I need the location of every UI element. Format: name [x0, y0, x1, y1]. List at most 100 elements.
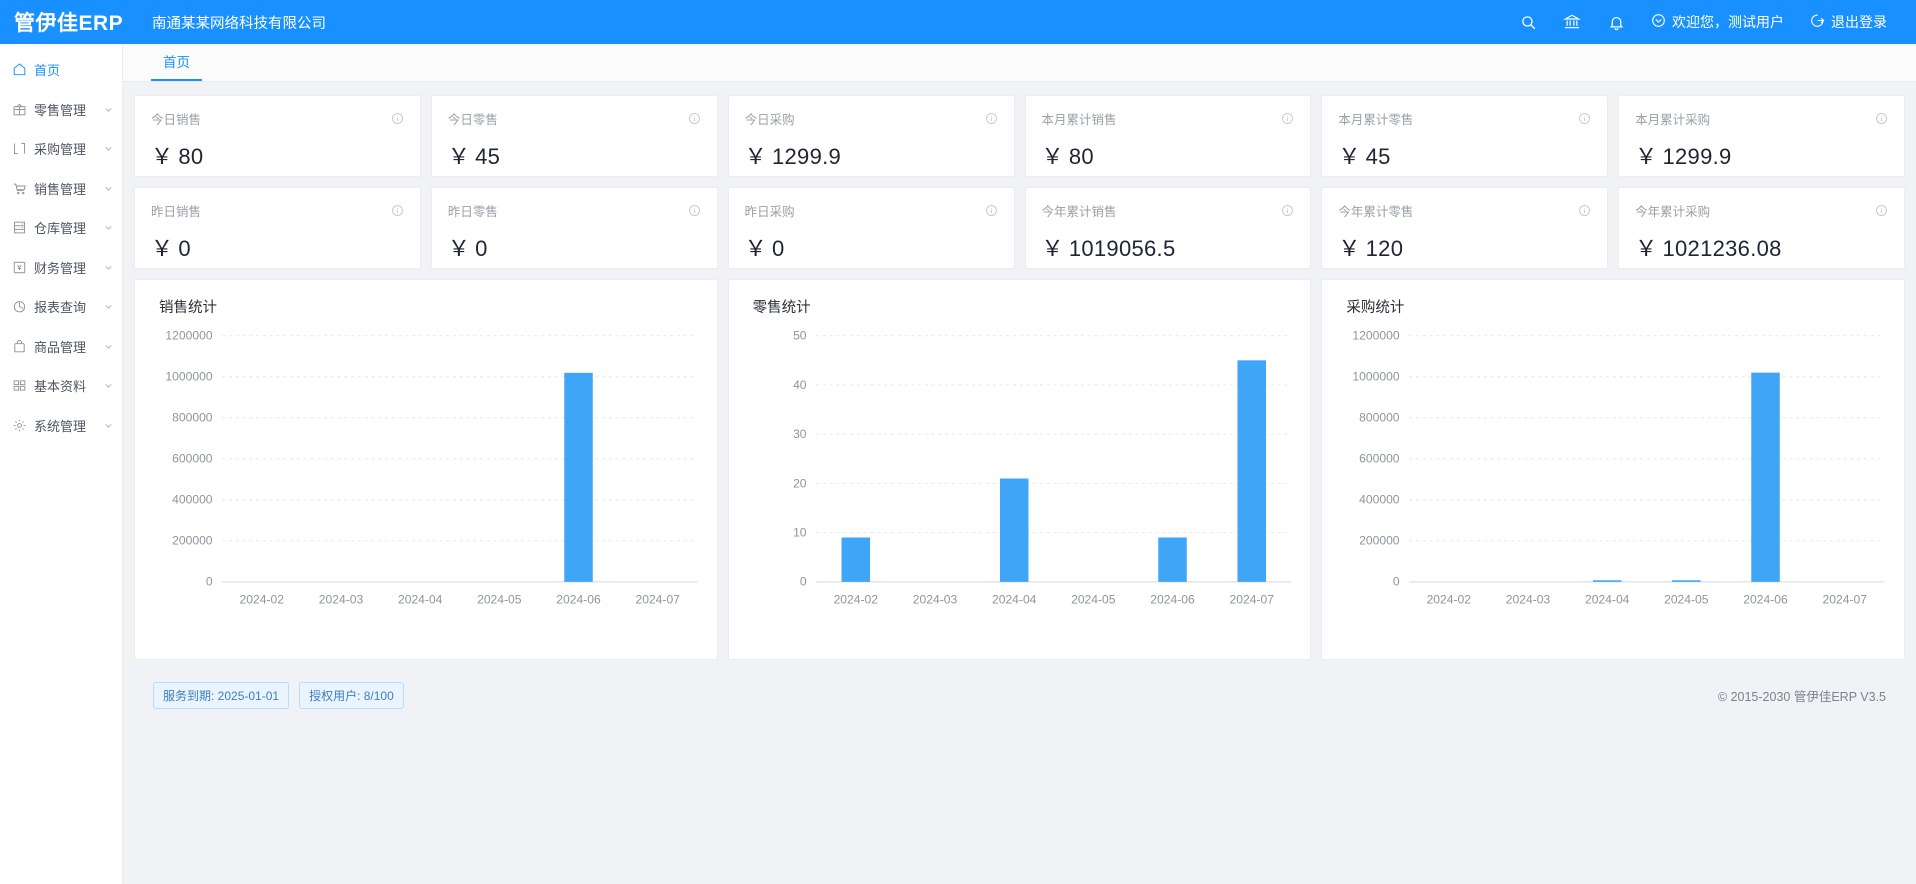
chevron-down-icon[interactable] — [103, 380, 114, 391]
info-icon[interactable] — [1875, 204, 1888, 217]
chevron-down-icon[interactable] — [103, 143, 114, 154]
logout-button[interactable]: 退出登录 — [1797, 0, 1900, 44]
chevron-down-icon[interactable] — [103, 104, 114, 115]
sidebar-item-label: 商品管理 — [34, 339, 87, 355]
brand-logo[interactable]: 管伊佳ERP — [14, 12, 124, 35]
sidebar-item-label: 基本资料 — [34, 379, 87, 395]
y-tick-label: 600000 — [172, 452, 213, 466]
y-tick-label: 0 — [206, 575, 213, 589]
header-actions: 欢迎您，测试用户 退出登录 — [1506, 0, 1916, 44]
bar[interactable] — [564, 372, 593, 582]
info-icon[interactable] — [1281, 204, 1294, 217]
bar[interactable] — [841, 537, 870, 582]
y-tick-label: 10 — [793, 525, 807, 539]
stat-amount: 80 — [1068, 144, 1094, 169]
stat-card-value: ￥ 45 — [1338, 139, 1591, 171]
y-tick-label: 400000 — [172, 493, 213, 507]
stat-card-value: ￥ 0 — [448, 231, 701, 263]
stat-card-value: ￥ 120 — [1338, 231, 1591, 263]
sidebar-item-2[interactable]: 采购管理 — [0, 129, 122, 169]
welcome-user[interactable]: 欢迎您，测试用户 — [1638, 0, 1797, 44]
sidebar-item-3[interactable]: 销售管理 — [0, 169, 122, 209]
stat-card-title: 今年累计销售 — [1041, 205, 1117, 219]
sidebar-item-4[interactable]: 仓库管理 — [0, 208, 122, 248]
logout-label: 退出登录 — [1831, 14, 1887, 30]
stat-card-head: 今日采购 — [745, 109, 998, 128]
stat-card-title: 本月累计零售 — [1338, 113, 1414, 127]
chart-plot-area: 0 200000 400000 600000 800000 1000000 1200000 2… — [1322, 324, 1904, 617]
sidebar-item-6[interactable]: 报表查询 — [0, 287, 122, 327]
stat-card-title: 今年累计零售 — [1338, 205, 1414, 219]
sidebar-item-7[interactable]: 商品管理 — [0, 327, 122, 367]
info-icon[interactable] — [688, 204, 701, 217]
sidebar-nav: 首页 零售管理 采购管理 销售管理 仓库管理 财务管理 报表查询商品管理基本资料系统管理 — [0, 44, 123, 884]
info-icon[interactable] — [985, 112, 998, 125]
company-name: 南通某某网络科技有限公司 — [152, 15, 326, 32]
chevron-down-icon[interactable] — [103, 341, 114, 352]
bell-icon[interactable] — [1594, 0, 1638, 44]
info-icon[interactable] — [1578, 204, 1591, 217]
y-tick-label: 1200000 — [165, 329, 212, 343]
gear-icon — [11, 418, 28, 433]
welcome-label: 欢迎您，测试用户 — [1672, 14, 1784, 30]
home-icon — [11, 62, 28, 77]
stat-amount: 45 — [1365, 144, 1391, 169]
cart-icon — [11, 181, 28, 196]
chevron-down-icon[interactable] — [103, 183, 114, 194]
currency-symbol: ￥ — [1635, 144, 1658, 169]
info-icon[interactable] — [1578, 112, 1591, 125]
x-tick-label: 2024-07 — [1823, 592, 1868, 606]
chart-title: 采购统计 — [1346, 300, 1405, 316]
info-icon[interactable] — [391, 112, 404, 125]
chevron-down-icon[interactable] — [103, 222, 114, 233]
bank-icon[interactable] — [1550, 0, 1594, 44]
sidebar-item-9[interactable]: 系统管理 — [0, 406, 122, 446]
y-tick-label: 30 — [793, 427, 807, 441]
stat-card-title: 本月累计销售 — [1041, 113, 1117, 127]
stat-card-value: ￥ 1299.9 — [1635, 139, 1888, 171]
logout-icon — [1810, 13, 1825, 31]
sidebar-item-8[interactable]: 基本资料 — [0, 366, 122, 406]
currency-symbol: ￥ — [744, 144, 767, 169]
info-icon[interactable] — [1875, 112, 1888, 125]
sidebar-item-5[interactable]: 财务管理 — [0, 248, 122, 288]
stat-card-head: 昨日销售 — [151, 201, 404, 220]
info-icon[interactable] — [1281, 112, 1294, 125]
chevron-down-icon[interactable] — [103, 262, 114, 273]
bar[interactable] — [1237, 360, 1266, 582]
stat-card-value: ￥ 1299.9 — [745, 139, 998, 171]
sidebar-item-0[interactable]: 首页 — [0, 50, 122, 90]
stat-card: 今年累计采购 ￥ 1021236.08 — [1618, 187, 1905, 269]
chart-plot-area: 0 10 20 30 40 50 2024-02 2024-03 2024-04 2024-05 2… — [729, 324, 1311, 617]
info-icon[interactable] — [688, 112, 701, 125]
stat-card-title: 今日采购 — [744, 113, 795, 127]
retail-icon — [11, 102, 28, 117]
currency-symbol: ￥ — [151, 144, 174, 169]
bar[interactable] — [1672, 580, 1701, 582]
x-tick-label: 2024-04 — [992, 592, 1037, 606]
search-icon[interactable] — [1506, 0, 1550, 44]
bar[interactable] — [1593, 580, 1622, 582]
bar[interactable] — [999, 478, 1029, 582]
y-tick-label: 1000000 — [1353, 370, 1400, 384]
stat-card-title: 今年累计采购 — [1635, 205, 1711, 219]
user-circle-icon — [1651, 13, 1666, 31]
tab-home[interactable]: 首页 — [147, 44, 206, 81]
chevron-down-icon[interactable] — [103, 420, 114, 431]
info-icon[interactable] — [985, 204, 998, 217]
y-tick-label: 800000 — [172, 411, 213, 425]
info-icon[interactable] — [391, 204, 404, 217]
y-tick-label: 400000 — [1359, 493, 1400, 507]
sidebar-item-label: 系统管理 — [34, 418, 87, 434]
stat-card: 今日采购 ￥ 1299.9 — [727, 95, 1015, 177]
x-tick-label: 2024-05 — [1664, 592, 1709, 606]
chevron-down-icon[interactable] — [103, 301, 114, 312]
stat-card-grid: 今日销售 ￥ 80 今日零售 ￥ 45 今日采购 ￥ 1299.9 本月累计销售 ￥ 8… — [134, 95, 1905, 269]
bar[interactable] — [1157, 537, 1187, 582]
x-tick-label: 2024-02 — [1427, 592, 1472, 606]
bar[interactable] — [1751, 372, 1781, 582]
x-tick-label: 2024-03 — [912, 592, 957, 606]
sidebar-item-1[interactable]: 零售管理 — [0, 90, 122, 130]
stat-amount: 1021236.08 — [1662, 236, 1782, 261]
